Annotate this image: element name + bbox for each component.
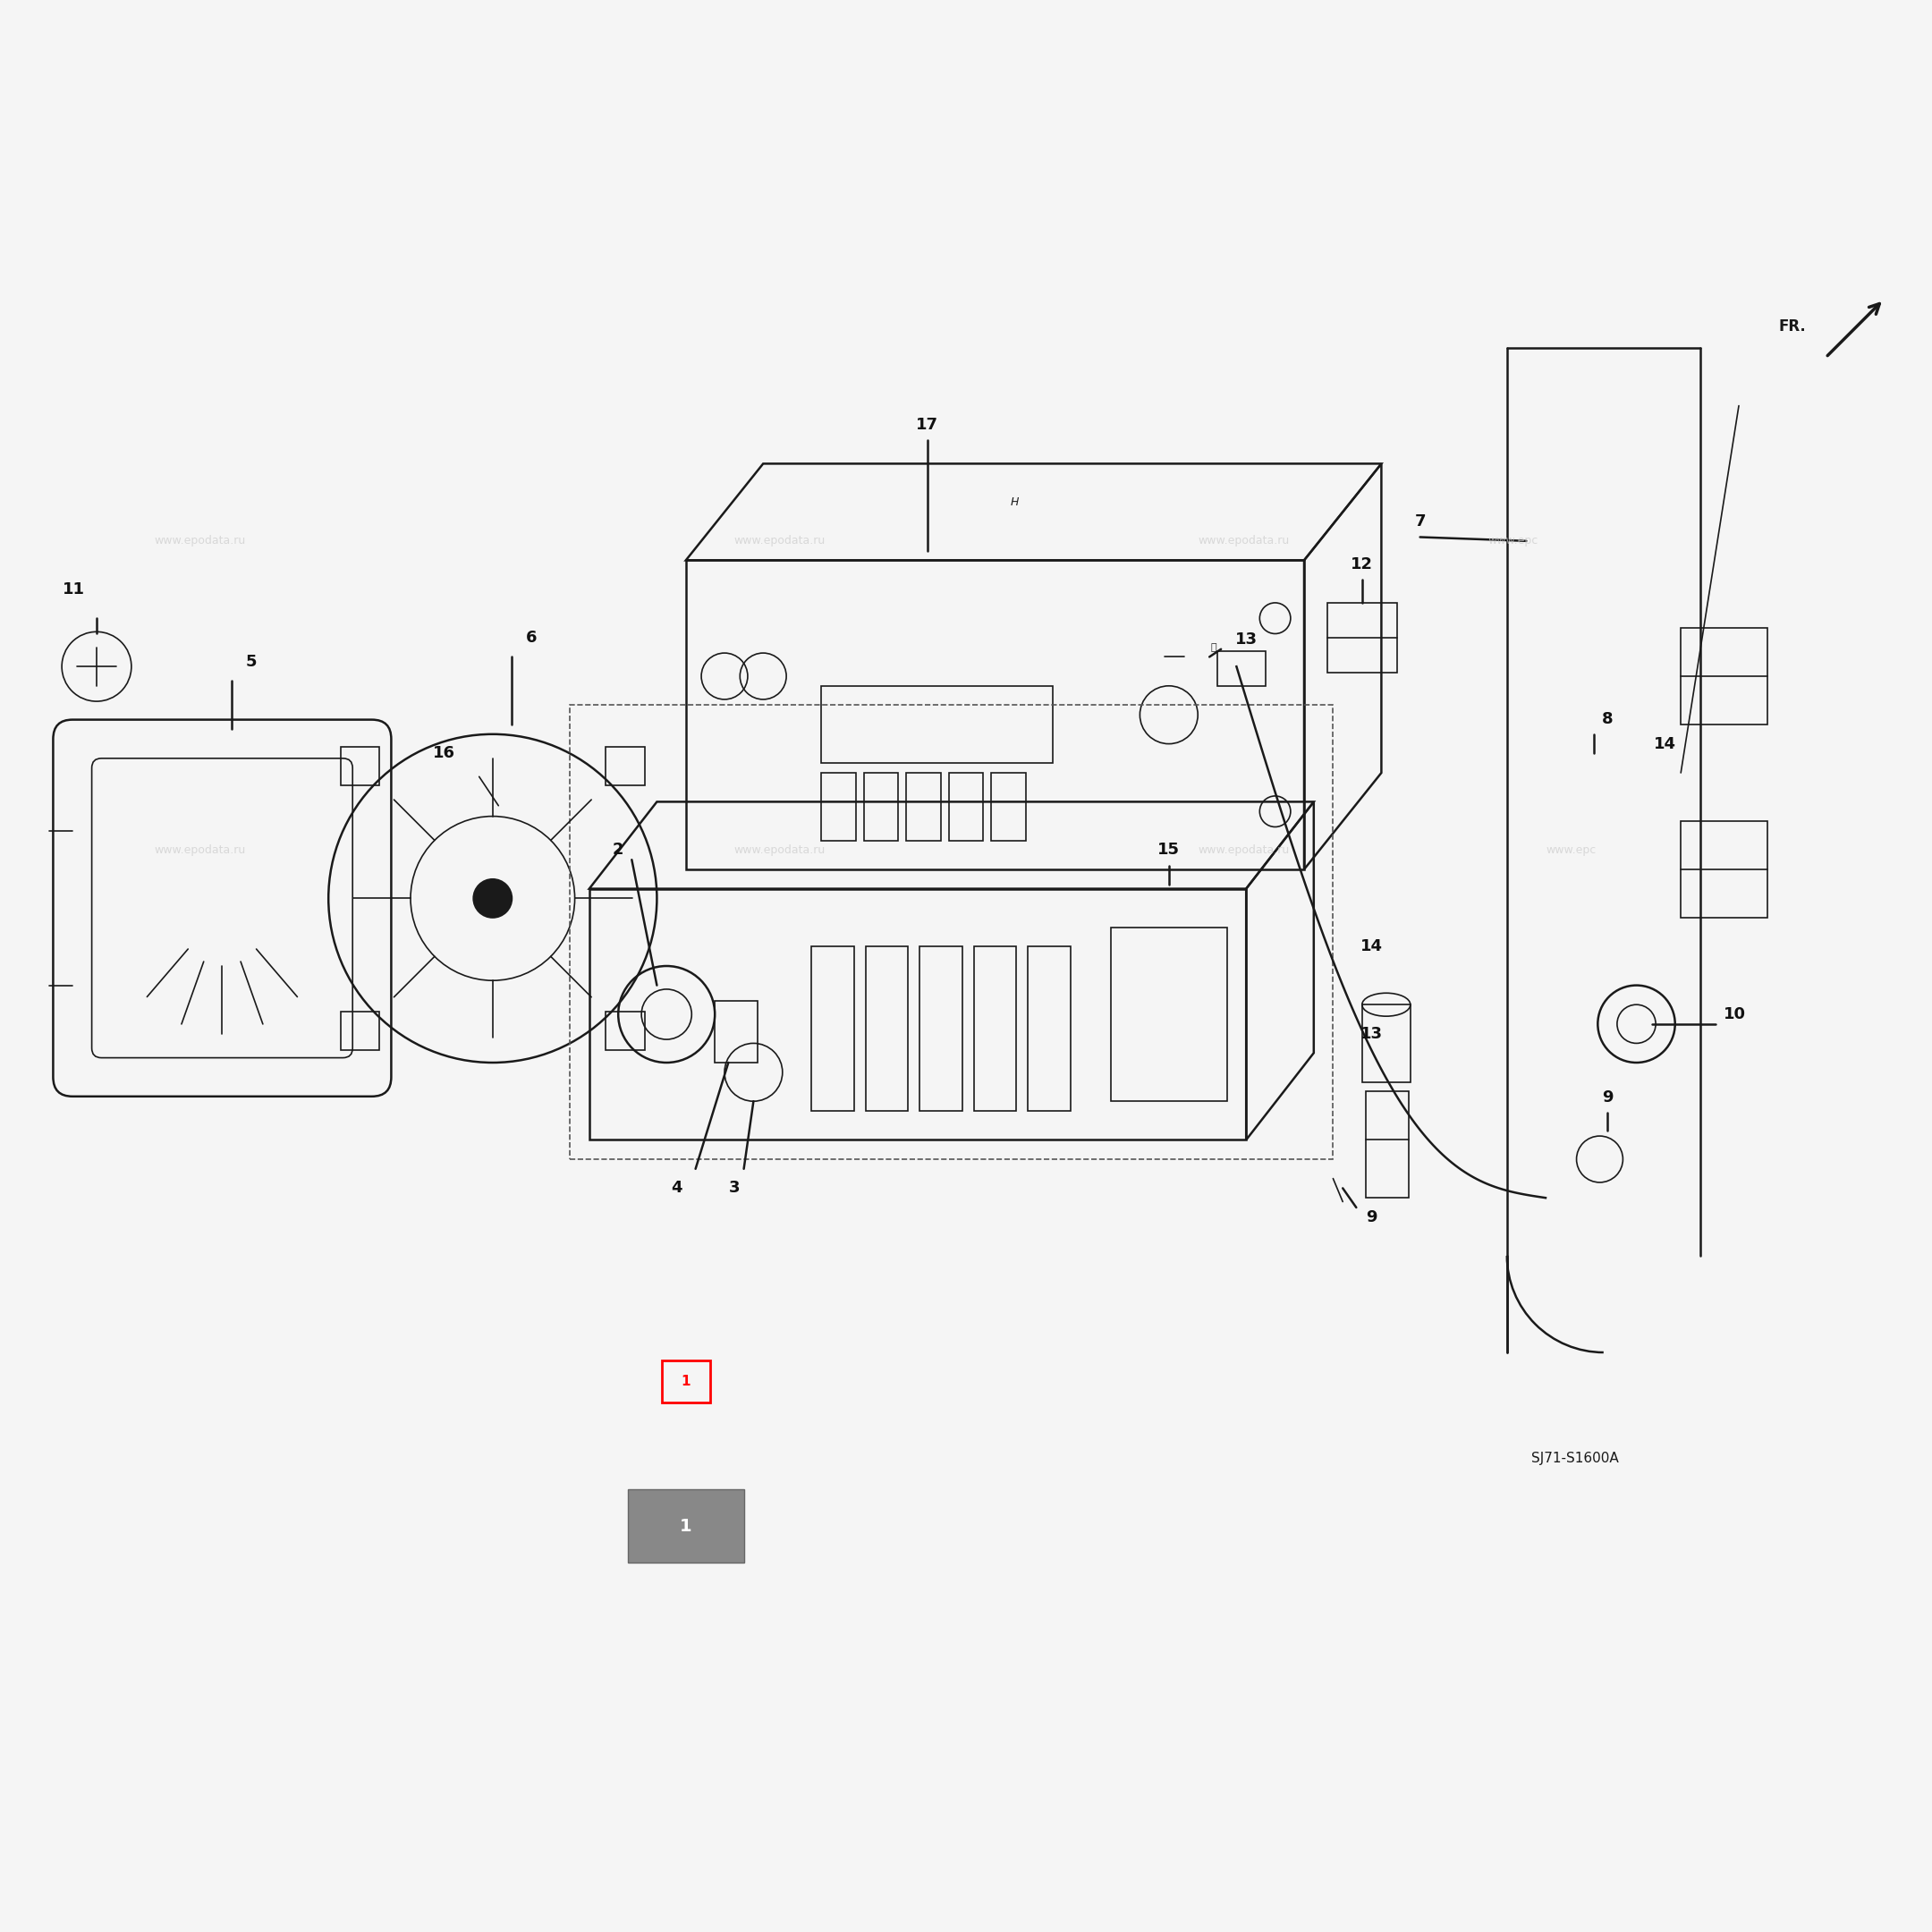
Text: 16: 16 — [433, 746, 456, 761]
Bar — [920, 947, 962, 1111]
Bar — [607, 1012, 645, 1051]
Text: 12: 12 — [1350, 556, 1374, 572]
Text: www.epodata.ru: www.epodata.ru — [155, 844, 245, 856]
Text: 13: 13 — [1235, 632, 1258, 647]
Bar — [821, 773, 856, 840]
Text: 🔑: 🔑 — [1209, 643, 1217, 651]
Bar — [1681, 628, 1768, 724]
Text: 11: 11 — [62, 582, 85, 597]
Text: 13: 13 — [1360, 1026, 1383, 1041]
Bar — [1028, 947, 1070, 1111]
Bar — [661, 1360, 711, 1403]
FancyBboxPatch shape — [628, 1490, 744, 1563]
Bar — [1327, 603, 1397, 672]
Text: www.epodata.ru: www.epodata.ru — [734, 844, 825, 856]
Bar — [607, 746, 645, 784]
Text: 7: 7 — [1414, 514, 1426, 529]
Text: 5: 5 — [245, 653, 257, 670]
Text: FR.: FR. — [1779, 319, 1806, 334]
Bar — [570, 705, 1333, 1159]
Text: H: H — [1010, 497, 1018, 508]
Bar — [864, 773, 898, 840]
Bar — [974, 947, 1016, 1111]
Text: www.epodata.ru: www.epodata.ru — [734, 535, 825, 547]
Text: 4: 4 — [670, 1180, 682, 1196]
Text: 14: 14 — [1654, 736, 1677, 752]
Bar — [811, 947, 854, 1111]
Text: www.epodata.ru: www.epodata.ru — [155, 535, 245, 547]
Bar — [821, 686, 1053, 763]
Text: www.epodata.ru: www.epodata.ru — [1198, 844, 1289, 856]
Bar — [1362, 1005, 1410, 1082]
Bar — [949, 773, 983, 840]
Text: 14: 14 — [1360, 939, 1383, 954]
Bar — [1366, 1092, 1408, 1198]
Text: SJ71-S1600A: SJ71-S1600A — [1530, 1453, 1619, 1464]
Text: 2: 2 — [612, 842, 624, 858]
Bar — [340, 746, 379, 784]
Text: 6: 6 — [526, 630, 537, 645]
Bar — [340, 1012, 379, 1051]
Text: 1: 1 — [680, 1519, 692, 1534]
Text: 17: 17 — [916, 417, 939, 433]
Bar — [1111, 927, 1227, 1101]
Bar — [991, 773, 1026, 840]
Text: 9: 9 — [1366, 1209, 1378, 1225]
Bar — [906, 773, 941, 840]
Bar — [715, 1001, 757, 1063]
Text: www.epodata.ru: www.epodata.ru — [1198, 535, 1289, 547]
Text: www.epc: www.epc — [1546, 844, 1596, 856]
Text: 3: 3 — [728, 1180, 740, 1196]
Text: 8: 8 — [1602, 711, 1613, 726]
Bar — [1681, 821, 1768, 918]
Text: www.epc: www.epc — [1488, 535, 1538, 547]
Text: 9: 9 — [1602, 1090, 1613, 1105]
Circle shape — [473, 879, 512, 918]
Text: 15: 15 — [1157, 842, 1180, 858]
Bar — [1217, 651, 1265, 686]
Bar — [866, 947, 908, 1111]
Text: 1: 1 — [682, 1376, 690, 1387]
Text: 10: 10 — [1723, 1007, 1747, 1022]
